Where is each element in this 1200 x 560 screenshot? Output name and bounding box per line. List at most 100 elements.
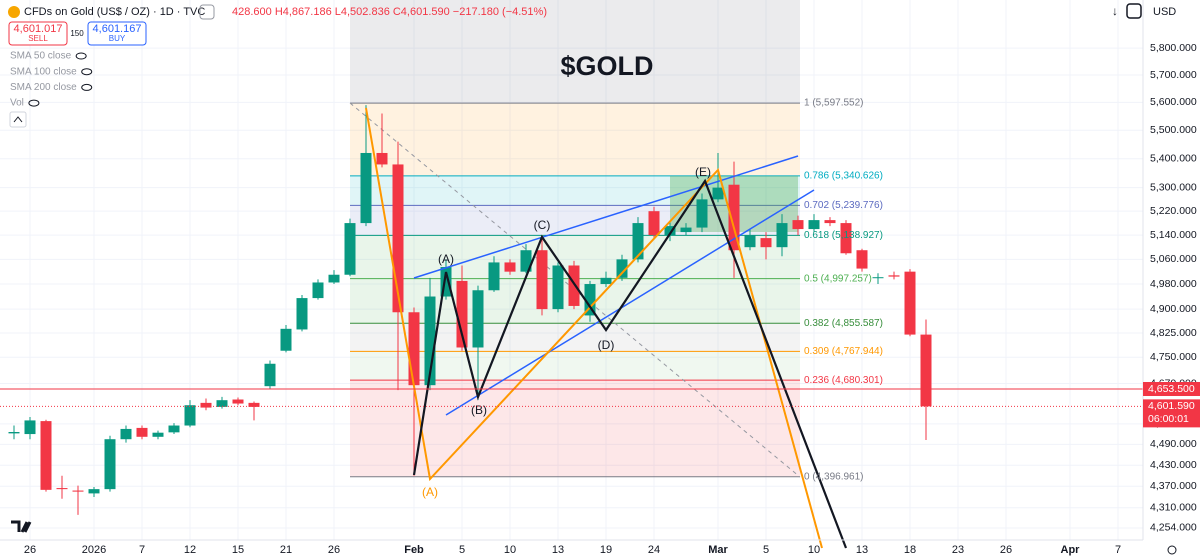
wave-label: (A) xyxy=(422,485,438,499)
visibility-icon[interactable] xyxy=(81,68,93,76)
logo xyxy=(11,520,32,533)
candle-body xyxy=(296,298,308,330)
y-tick-label: 4,430.000 xyxy=(1150,459,1197,471)
wave-label: (D) xyxy=(598,338,615,352)
sell-button[interactable] xyxy=(8,21,68,46)
fib-label: 0.618 (5,138.927) xyxy=(804,230,883,241)
candle-body xyxy=(840,223,852,254)
candle-body xyxy=(488,262,500,291)
candle-body xyxy=(440,267,452,297)
candle-body xyxy=(72,490,84,492)
candle-body xyxy=(664,226,676,236)
fib-label: 0 (4,396.961) xyxy=(804,471,864,482)
candle-body xyxy=(696,199,708,228)
collapse-button[interactable] xyxy=(9,111,27,128)
x-tick-label: 26 xyxy=(328,544,340,556)
x-tick-label: Feb xyxy=(404,544,424,556)
candle-body xyxy=(472,290,484,348)
x-tick-label: 26 xyxy=(24,544,36,556)
axes: 5,800.000 5,700.000 5,600.000 5,500.000 5,40… xyxy=(24,42,1197,556)
y-tick-label: 4,254.000 xyxy=(1150,522,1197,534)
price-label-bg xyxy=(1143,399,1200,428)
candle-body xyxy=(888,275,900,277)
price-label: 4,653.500 xyxy=(1148,383,1195,395)
x-tick-label: 24 xyxy=(648,544,660,556)
symbol: CFDs on Gold (US$ / OZ) · 1D · TVC xyxy=(24,6,205,18)
candle-body xyxy=(392,164,404,313)
candle-body xyxy=(744,235,756,248)
y-tick-label: 5,060.000 xyxy=(1150,253,1197,265)
x-tick-label: 21 xyxy=(280,544,292,556)
price-label: 4,601.590 xyxy=(1148,400,1195,412)
candle-body xyxy=(248,402,260,407)
candle-body xyxy=(168,425,180,433)
candle-body xyxy=(104,439,116,490)
spread: 150 xyxy=(70,29,84,38)
channel-line xyxy=(445,189,815,416)
candle-body xyxy=(8,432,20,434)
fib-band xyxy=(350,175,800,206)
y-tick-label: 4,750.000 xyxy=(1150,351,1197,363)
candle-body xyxy=(200,402,212,408)
fib-top-zone xyxy=(350,0,800,104)
visibility-icon[interactable] xyxy=(75,52,87,60)
candle-body xyxy=(776,223,788,248)
y-tick-label: 4,370.000 xyxy=(1150,480,1197,492)
wave-label: (C) xyxy=(534,218,551,232)
buy-button[interactable] xyxy=(87,21,147,46)
fib-label: 1 (5,597.552) xyxy=(804,98,864,109)
screenshot-button[interactable] xyxy=(1126,3,1142,19)
fib-label: 0.5 (4,997.257) xyxy=(804,273,872,284)
fib-band xyxy=(350,380,800,477)
y-tick-label: 4,490.000 xyxy=(1150,438,1197,450)
candles xyxy=(8,105,932,515)
price-axis xyxy=(1143,0,1200,560)
fib-label: 0.786 (5,340.626) xyxy=(804,170,883,181)
candle-body xyxy=(312,282,324,299)
x-tick-label: 13 xyxy=(552,544,564,556)
candle-body xyxy=(232,399,244,404)
y-tick-label: 5,600.000 xyxy=(1150,96,1197,108)
candle-body xyxy=(88,489,100,494)
candle-body xyxy=(792,220,804,230)
icon-button[interactable] xyxy=(199,4,215,20)
scroll-icon[interactable]: ↓ xyxy=(1112,4,1118,18)
candle-body xyxy=(328,274,340,283)
y-tick-label: 5,400.000 xyxy=(1150,152,1197,164)
candle-body xyxy=(728,184,740,251)
y-tick-label: 4,310.000 xyxy=(1150,501,1197,513)
candle-body xyxy=(600,277,612,285)
candle-body xyxy=(712,187,724,200)
wave-label: (E) xyxy=(695,165,711,179)
candle-body xyxy=(616,259,628,278)
visibility-icon[interactable] xyxy=(28,99,40,107)
chart-title: $GOLD xyxy=(560,51,653,81)
x-tick-label: 5 xyxy=(763,544,769,556)
x-tick-label: Mar xyxy=(708,544,728,556)
candle-body xyxy=(456,280,468,348)
fib-label: 0.236 (4,680.301) xyxy=(804,375,883,386)
x-tick-label: 12 xyxy=(184,544,196,556)
candle-body xyxy=(760,238,772,248)
currency[interactable]: USD xyxy=(1153,6,1176,18)
candle-body xyxy=(504,262,516,272)
fib-label: 0.702 (5,239.776) xyxy=(804,200,883,211)
candle-body xyxy=(264,363,276,387)
collapse-icon xyxy=(13,116,23,123)
fib-band xyxy=(350,103,800,176)
indicators: SMA 50 close SMA 100 close SMA 200 close Vo… xyxy=(10,51,93,109)
settings-icon[interactable] xyxy=(1167,545,1177,555)
fib-trend-line xyxy=(349,102,801,478)
candle-body xyxy=(24,420,36,435)
sell-price: 4,601.017 xyxy=(14,23,63,35)
x-tick-label: 2026 xyxy=(82,544,106,556)
price-label-bg xyxy=(1143,382,1200,397)
candle-body xyxy=(344,223,356,275)
candle-body xyxy=(184,405,196,426)
x-tick-label: 18 xyxy=(904,544,916,556)
channel-line xyxy=(413,155,799,279)
visibility-icon[interactable] xyxy=(81,83,93,91)
price-lines xyxy=(0,388,1143,407)
